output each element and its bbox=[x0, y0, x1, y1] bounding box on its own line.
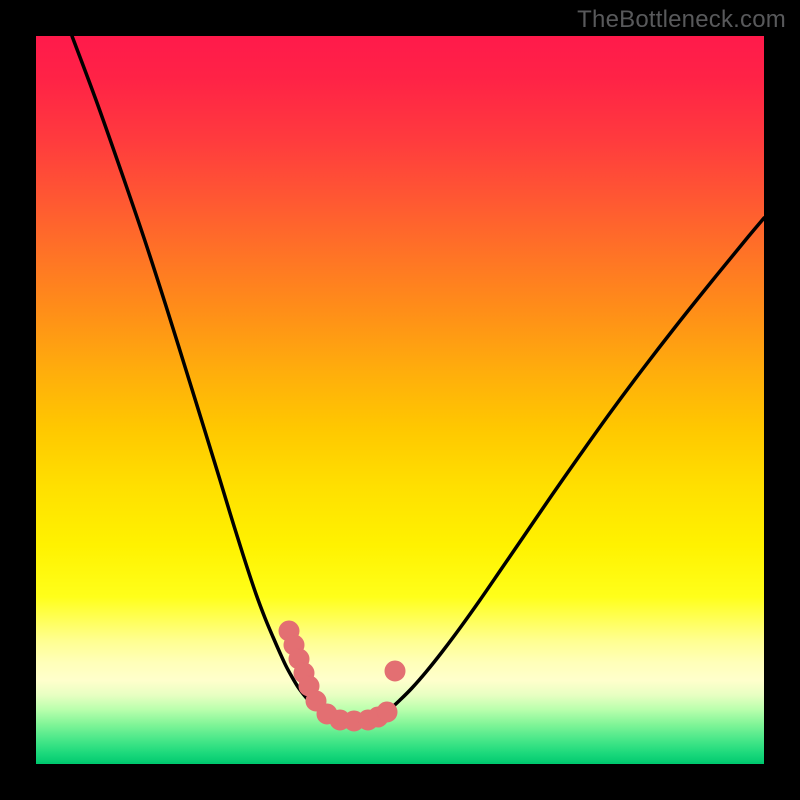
bottleneck-plot bbox=[36, 36, 764, 764]
marker-dot bbox=[385, 661, 405, 681]
plot-svg bbox=[36, 36, 764, 764]
gradient-background bbox=[36, 36, 764, 764]
chart-canvas: TheBottleneck.com bbox=[0, 0, 800, 800]
watermark-text: TheBottleneck.com bbox=[577, 6, 786, 34]
baseline bbox=[36, 762, 764, 764]
marker-dot bbox=[377, 702, 397, 722]
